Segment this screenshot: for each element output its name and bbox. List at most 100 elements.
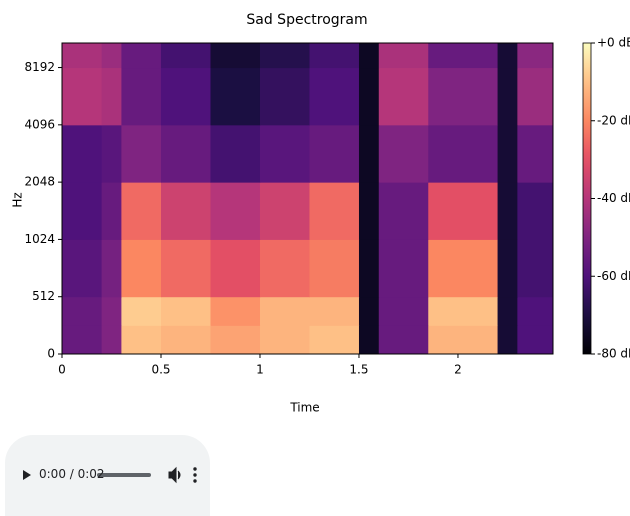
x-tick-label: 0.5 xyxy=(151,363,170,377)
x-tick-label: 1.5 xyxy=(349,363,368,377)
spectrogram-cell xyxy=(359,325,379,354)
spectrogram-cell xyxy=(161,325,211,354)
progress-bar[interactable] xyxy=(97,473,151,477)
spectrogram-cell xyxy=(498,297,518,326)
y-axis-label: Hz xyxy=(11,192,25,207)
spectrogram-cell xyxy=(62,125,102,183)
colorbar-tick-label: -60 dB xyxy=(597,269,630,283)
spectrogram-cell xyxy=(102,239,122,297)
spectrogram-cell xyxy=(161,68,211,126)
colorbar-tick-label: -20 dB xyxy=(597,113,630,127)
spectrogram-cell xyxy=(309,43,359,68)
spectrogram-cell xyxy=(379,68,429,126)
spectrogram-cell xyxy=(309,125,359,183)
spectrogram-cell xyxy=(210,325,260,354)
spectrogram-cell xyxy=(309,239,359,297)
spectrogram-cell xyxy=(121,239,161,297)
spectrogram-cell xyxy=(210,125,260,183)
spectrogram-cell xyxy=(359,43,379,68)
colorbar-tick-label: -80 dB xyxy=(597,347,630,361)
chart-title: Sad Spectrogram xyxy=(246,12,367,28)
spectrogram-cell xyxy=(359,68,379,126)
time-display: 0:00 / 0:02 xyxy=(39,467,105,481)
spectrogram-cell xyxy=(379,297,429,326)
y-tick-label: 0 xyxy=(47,347,55,361)
spectrogram-cell xyxy=(260,182,310,240)
y-tick-label: 512 xyxy=(32,289,55,303)
spectrogram-cell xyxy=(498,239,518,297)
colorbar-tick-label: +0 dB xyxy=(597,36,630,50)
spectrogram-cell xyxy=(161,43,211,68)
spectrogram-cell xyxy=(428,239,498,297)
spectrogram-cell xyxy=(210,182,260,240)
spectrogram-cell xyxy=(379,239,429,297)
spectrogram-cell xyxy=(62,325,102,354)
spectrogram-cell xyxy=(260,325,310,354)
spectrogram-cell xyxy=(102,68,122,126)
spectrogram-cell xyxy=(517,325,553,354)
spectrogram-cell xyxy=(121,182,161,240)
spectrogram-cell xyxy=(102,125,122,183)
spectrogram-cell xyxy=(428,182,498,240)
spectrogram-cell xyxy=(161,125,211,183)
spectrogram-cell xyxy=(102,325,122,354)
colorbar xyxy=(583,43,591,354)
spectrogram-cell xyxy=(517,43,553,68)
spectrogram-cell xyxy=(309,297,359,326)
spectrogram-cell xyxy=(359,297,379,326)
x-tick-label: 1 xyxy=(256,363,264,377)
spectrogram-cell xyxy=(498,125,518,183)
spectrogram-cell xyxy=(260,297,310,326)
x-axis-label: Time xyxy=(289,401,319,415)
spectrogram-cell xyxy=(498,325,518,354)
audio-player: 0:00 / 0:02 xyxy=(5,435,210,516)
spectrogram-cell xyxy=(121,125,161,183)
spectrogram-cell xyxy=(379,125,429,183)
spectrogram-cell xyxy=(379,325,429,354)
spectrogram-cell xyxy=(517,182,553,240)
spectrogram-cell xyxy=(309,325,359,354)
y-tick-label: 1024 xyxy=(24,232,55,246)
spectrogram-cell xyxy=(62,239,102,297)
spectrogram-cell xyxy=(161,239,211,297)
spectrogram-cell xyxy=(102,182,122,240)
spectrogram-cell xyxy=(498,182,518,240)
spectrogram-cell xyxy=(210,297,260,326)
spectrogram-cell xyxy=(517,68,553,126)
menu-button[interactable] xyxy=(193,467,196,482)
spectrogram-cell xyxy=(260,43,310,68)
y-tick-label: 4096 xyxy=(24,117,55,131)
spectrogram-cell xyxy=(121,325,161,354)
spectrogram-cell xyxy=(309,182,359,240)
spectrogram-cell xyxy=(121,43,161,68)
spectrogram-cell xyxy=(359,182,379,240)
spectrogram-cell xyxy=(210,239,260,297)
spectrogram-cell xyxy=(260,125,310,183)
spectrogram-cell xyxy=(428,43,498,68)
colorbar-tick-label: -40 dB xyxy=(597,191,630,205)
spectrogram-cell xyxy=(102,297,122,326)
spectrogram-cell xyxy=(517,125,553,183)
spectrogram-cell xyxy=(309,68,359,126)
volume-button[interactable] xyxy=(169,468,180,482)
spectrogram-cell xyxy=(260,239,310,297)
spectrogram-cell xyxy=(161,297,211,326)
spectrogram-cell xyxy=(260,68,310,126)
spectrogram-cell xyxy=(428,325,498,354)
spectrogram-cell xyxy=(379,43,429,68)
spectrogram-cell xyxy=(428,125,498,183)
spectrogram-cell xyxy=(498,43,518,68)
spectrogram-cell xyxy=(379,182,429,240)
spectrogram-cell xyxy=(62,297,102,326)
spectrogram-cell xyxy=(359,239,379,297)
spectrogram-cell xyxy=(121,68,161,126)
spectrogram-cell xyxy=(359,125,379,183)
spectrogram-cell xyxy=(517,239,553,297)
play-button[interactable] xyxy=(23,470,31,480)
spectrogram-cell xyxy=(210,68,260,126)
spectrogram-cell xyxy=(428,297,498,326)
y-tick-label: 2048 xyxy=(24,175,55,189)
spectrogram-cell xyxy=(62,182,102,240)
spectrogram-cell xyxy=(498,68,518,126)
player-controls xyxy=(5,435,210,516)
